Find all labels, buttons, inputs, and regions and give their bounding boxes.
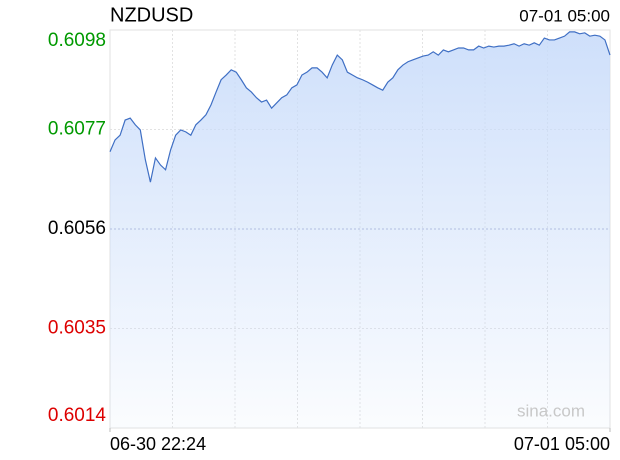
price-line [109, 31, 611, 183]
y-tick-label: 0.6056 [48, 218, 106, 239]
y-tick-label: 0.6098 [48, 30, 106, 51]
area [110, 31, 610, 429]
x-tick-label: 06-30 22:24 [110, 434, 206, 454]
x-tick-label: 07-01 05:00 [514, 434, 610, 454]
timestamp: 07-01 05:00 [519, 6, 610, 25]
watermark: sina.com [517, 401, 585, 420]
chart-title: NZDUSD [110, 4, 193, 26]
y-tick-label: 0.6035 [48, 318, 106, 339]
y-tick-label: 0.6014 [48, 405, 107, 426]
y-tick-label: 0.6077 [48, 119, 106, 140]
